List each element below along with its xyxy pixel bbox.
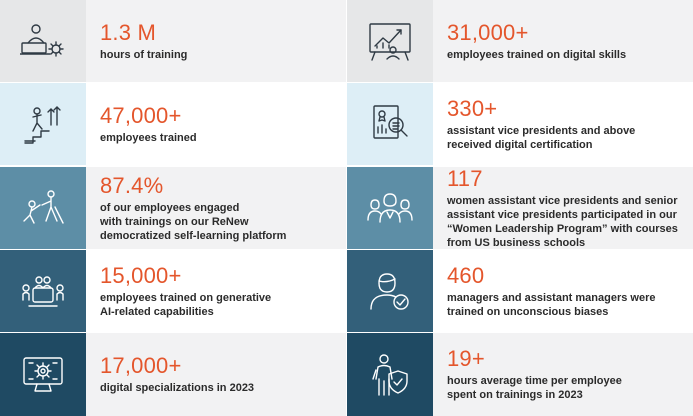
stat-description-line: from US business schools <box>447 236 586 249</box>
stat-figure: 87.4% <box>100 172 164 198</box>
stat-row: 460 managers and assistant managers were… <box>347 250 693 332</box>
monitor-gear-icon <box>23 356 63 392</box>
stat-description-line: women assistant vice presidents and seni… <box>447 194 678 207</box>
stat-figure: 47,000+ <box>100 102 182 128</box>
helping-hand-climb-icon <box>23 190 64 224</box>
stat-text: 330+ assistant vice presidents and above… <box>433 83 693 165</box>
stat-row: 117 women assistant vice presidents and … <box>347 165 693 250</box>
stat-text: 87.4% of our employees engaged with trai… <box>86 167 346 249</box>
stat-description: women assistant vice presidents and seni… <box>447 194 693 250</box>
certificate-magnifier-icon <box>373 105 408 139</box>
stat-figure: 117 <box>447 165 483 191</box>
icon-cell <box>347 250 433 332</box>
stat-figure: 330+ <box>447 95 498 121</box>
stat-row: 1.3 M hours of training <box>0 0 346 82</box>
presentation-board-chart-icon <box>369 23 411 61</box>
stat-description-line: “Women Leadership Program” with courses <box>447 222 678 235</box>
stat-figure: 1.3 M <box>100 19 157 45</box>
stat-description-line: employees trained <box>100 131 197 144</box>
stat-description-line: hours of training <box>100 48 188 61</box>
stat-description: assistant vice presidents and above rece… <box>447 124 693 152</box>
stat-description-line: employees trained on digital skills <box>447 48 627 61</box>
stat-row: 17,000+ digital specializations in 2023 <box>0 333 346 416</box>
stat-row: 87.4% of our employees engaged with trai… <box>0 167 346 249</box>
stat-text: 47,000+ employees trained <box>86 83 346 165</box>
stat-description: employees trained <box>100 131 346 145</box>
stat-description: managers and assistant managers were tra… <box>447 291 693 319</box>
icon-cell <box>0 83 86 165</box>
stat-row: 19+ hours average time per employee spen… <box>347 333 693 416</box>
stat-description-line: of our employees engaged <box>100 201 240 214</box>
stat-description-line: employees trained on generative <box>100 291 272 304</box>
stat-description: of our employees engaged with trainings … <box>100 201 346 243</box>
left-column: 1.3 M hours of training 47,000+ <box>0 0 346 416</box>
stat-description-line: democratized self-learning platform <box>100 229 287 242</box>
stat-description: hours average time per employee spent on… <box>447 374 693 402</box>
stat-text: 117 women assistant vice presidents and … <box>433 165 693 250</box>
stat-description: hours of training <box>100 48 346 62</box>
stat-text: 17,000+ digital specializations in 2023 <box>86 333 346 416</box>
women-group-icon <box>367 193 413 223</box>
icon-cell <box>0 0 86 82</box>
icon-cell <box>347 0 433 82</box>
stat-figure: 15,000+ <box>100 262 182 288</box>
stat-description-line: hours average time per employee <box>447 375 622 387</box>
stat-row: 31,000+ employees trained on digital ski… <box>347 0 693 82</box>
stat-description-line: spent on trainings in 2023 <box>447 389 583 401</box>
person-climbing-steps-icon <box>24 106 61 144</box>
stat-description-line: received digital certification <box>447 138 593 151</box>
stat-description-line: assistant vice presidents and above <box>447 124 636 137</box>
stat-row: 47,000+ employees trained <box>0 83 346 165</box>
stat-description-line: managers and assistant managers were <box>447 291 656 304</box>
icon-cell <box>0 250 86 332</box>
stat-figure: 19+ <box>447 346 485 371</box>
person-checkmark-icon <box>370 273 409 310</box>
icon-cell <box>0 167 86 249</box>
person-shield-icon <box>372 353 408 396</box>
stat-row: 330+ assistant vice presidents and above… <box>347 83 693 165</box>
stat-text: 19+ hours average time per employee spen… <box>433 333 693 416</box>
stat-description-line: assistant vice presidents participated i… <box>447 208 677 221</box>
stat-description: employees trained on generative AI-relat… <box>100 291 346 319</box>
meeting-table-icon <box>22 276 64 307</box>
stat-description-line: trained on unconscious biases <box>447 305 609 318</box>
stat-text: 1.3 M hours of training <box>86 0 346 82</box>
stat-text: 15,000+ employees trained on generative … <box>86 250 346 332</box>
stat-figure: 17,000+ <box>100 353 182 378</box>
stat-figure: 460 <box>447 262 485 288</box>
stat-description-line: digital specializations in 2023 <box>100 382 255 394</box>
stat-description: digital specializations in 2023 <box>100 381 346 395</box>
stat-text: 31,000+ employees trained on digital ski… <box>433 0 693 82</box>
icon-cell <box>0 333 86 416</box>
stat-figure: 31,000+ <box>447 19 529 45</box>
stat-description-line: AI-related capabilities <box>100 305 214 318</box>
stat-row: 15,000+ employees trained on generative … <box>0 250 346 332</box>
icon-cell <box>347 333 433 416</box>
stat-description-line: with trainings on our ReNew <box>100 215 249 228</box>
stat-description: employees trained on digital skills <box>447 48 693 62</box>
right-column: 31,000+ employees trained on digital ski… <box>347 0 693 416</box>
stat-text: 460 managers and assistant managers were… <box>433 250 693 332</box>
icon-cell <box>347 167 433 249</box>
person-laptop-gear-icon <box>20 24 64 57</box>
icon-cell <box>347 83 433 165</box>
